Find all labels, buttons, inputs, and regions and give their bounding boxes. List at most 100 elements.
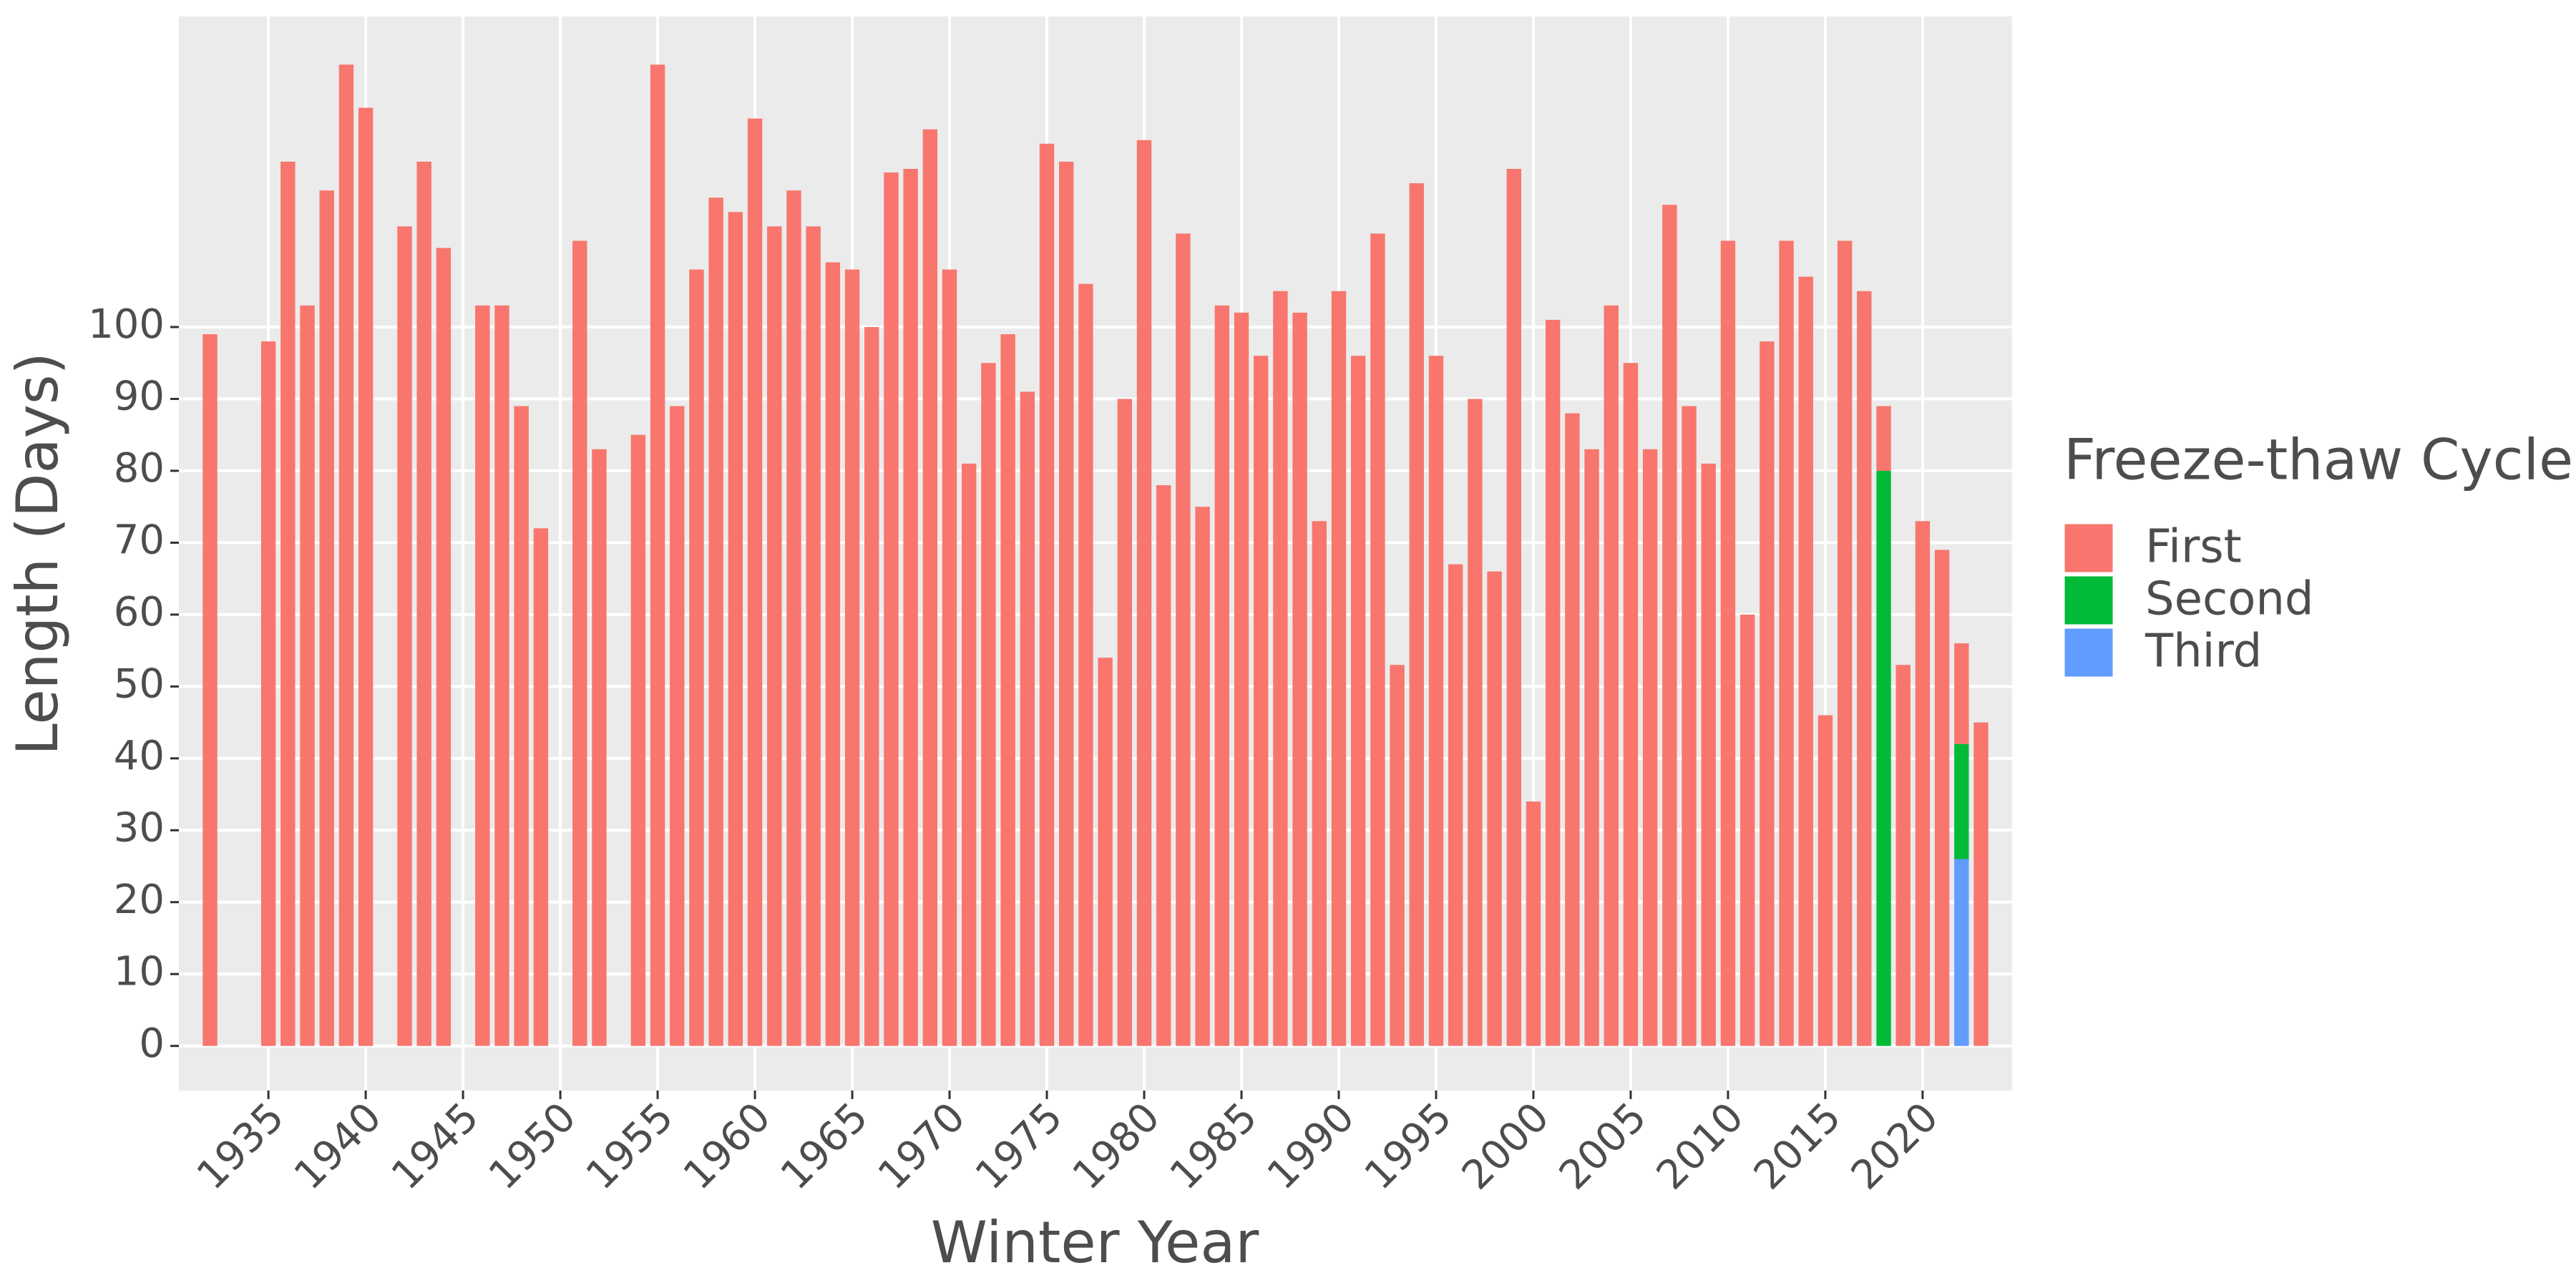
bar (1409, 183, 1424, 1046)
bar (319, 190, 334, 1046)
bar (475, 305, 490, 1046)
x-tick-label: 1980 (1064, 1094, 1169, 1199)
bar (1350, 356, 1366, 1046)
x-tick-label: 1965 (772, 1094, 877, 1199)
bar (1954, 859, 1969, 1046)
bar (1818, 715, 1833, 1046)
bar (1312, 521, 1327, 1046)
bar (942, 269, 957, 1046)
bar (1078, 283, 1093, 1046)
bar (689, 269, 704, 1046)
bar (884, 172, 899, 1046)
bar (1896, 665, 1911, 1046)
bar (1954, 743, 1969, 859)
y-axis-title: Length (Days) (4, 352, 71, 755)
y-tick-label: 70 (114, 517, 165, 564)
bar (300, 305, 315, 1046)
x-tick-label: 1960 (675, 1094, 780, 1199)
y-tick-label: 100 (88, 301, 165, 348)
x-tick-label: 1970 (869, 1094, 975, 1199)
bar (1370, 233, 1385, 1046)
bar (358, 107, 374, 1046)
y-tick-label: 20 (114, 877, 165, 923)
x-tick-label: 1985 (1161, 1094, 1267, 1199)
bar (922, 129, 938, 1046)
x-tick-label: 2010 (1648, 1094, 1753, 1199)
legend-label: First (2145, 521, 2242, 574)
x-tick-label: 2020 (1843, 1094, 1948, 1199)
bar (494, 305, 509, 1046)
legend-key (2062, 626, 2115, 679)
bar (1428, 356, 1444, 1046)
bar (1136, 140, 1152, 1046)
bar (1195, 507, 1210, 1046)
bar (338, 64, 354, 1046)
y-tick-label: 40 (114, 733, 165, 779)
bar (514, 406, 529, 1046)
bar (592, 449, 607, 1046)
bar (1682, 406, 1697, 1046)
bar (981, 363, 996, 1046)
x-tick-label: 1940 (286, 1094, 391, 1199)
bar (670, 406, 685, 1046)
bar (1642, 449, 1658, 1046)
legend-label: Third (2145, 625, 2262, 678)
bar (1253, 356, 1269, 1046)
bar (1779, 240, 1794, 1046)
x-tick-label: 1955 (577, 1094, 683, 1199)
bar (1915, 521, 1931, 1046)
y-tick-label: 10 (114, 948, 165, 995)
y-tick-label: 80 (114, 445, 165, 492)
bar (1565, 413, 1580, 1046)
bar (1448, 564, 1463, 1046)
bar (1623, 363, 1639, 1046)
legend-key (2062, 522, 2115, 575)
bar (708, 197, 723, 1046)
x-tick-label: 1995 (1356, 1094, 1461, 1199)
bar (747, 118, 763, 1046)
bar (1604, 305, 1619, 1046)
bar (1701, 463, 1716, 1046)
bar (1798, 276, 1813, 1046)
bar (1506, 168, 1521, 1046)
bar (1934, 550, 1950, 1046)
bar (864, 327, 879, 1046)
bar (1390, 665, 1405, 1046)
bar (1020, 391, 1035, 1046)
legend-key (2062, 574, 2115, 627)
bar (416, 161, 431, 1046)
x-axis-title: Winter Year (931, 1209, 1259, 1276)
bar (1487, 571, 1502, 1046)
x-tick-label: 1935 (188, 1094, 293, 1199)
bar (767, 226, 782, 1046)
bar (1584, 449, 1599, 1046)
bar (1662, 205, 1677, 1046)
bar (260, 341, 276, 1046)
bar (1876, 406, 1891, 471)
bar (630, 434, 646, 1046)
y-tick-label: 50 (114, 661, 165, 708)
x-tick-label: 1945 (383, 1094, 488, 1199)
bar (1059, 161, 1074, 1046)
bar (1039, 143, 1055, 1046)
bar (1526, 801, 1541, 1046)
y-tick-label: 30 (114, 804, 165, 851)
bar (1857, 291, 1872, 1046)
bar (1760, 341, 1775, 1046)
bar (844, 269, 860, 1046)
bar (728, 212, 743, 1046)
bar (1331, 291, 1347, 1046)
y-tick-label: 90 (114, 374, 165, 420)
y-tick-label: 60 (114, 589, 165, 635)
x-tick-label: 1990 (1259, 1094, 1364, 1199)
bar (1468, 399, 1483, 1046)
bar (786, 190, 801, 1046)
bar (1974, 722, 1989, 1046)
bar (1176, 233, 1191, 1046)
bar (572, 240, 587, 1046)
bar (1156, 485, 1171, 1046)
bar (806, 226, 821, 1046)
bar (903, 168, 918, 1046)
bar (1876, 470, 1891, 1046)
